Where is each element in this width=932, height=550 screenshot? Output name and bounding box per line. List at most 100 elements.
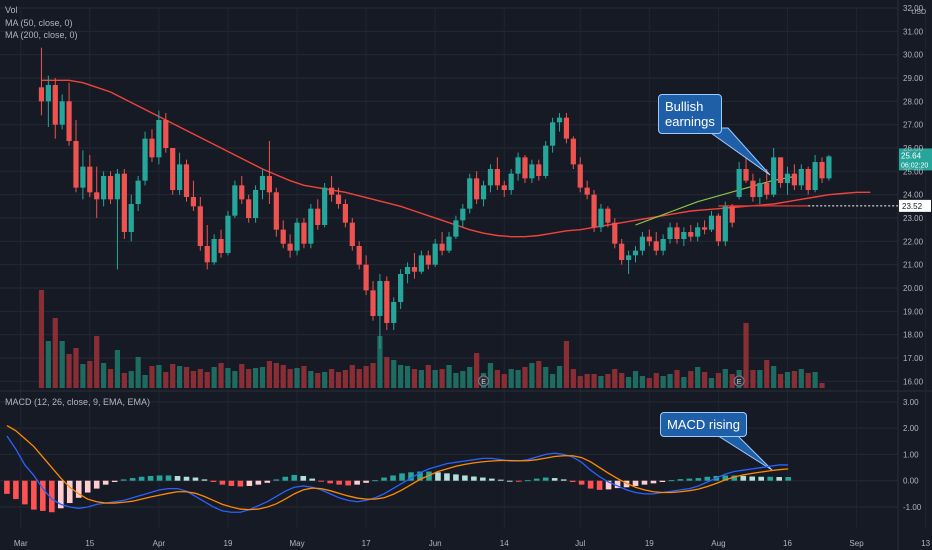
price-tick-label: 19.00 bbox=[903, 307, 924, 316]
volume-bar bbox=[391, 360, 397, 388]
macd-histogram-bar bbox=[93, 480, 100, 489]
candle-body bbox=[550, 122, 556, 146]
volume-bar bbox=[764, 360, 770, 388]
time-tick-label: Mar bbox=[14, 539, 28, 548]
volume-bar bbox=[377, 336, 383, 388]
macd-histogram-bar bbox=[614, 480, 621, 489]
volume-bar bbox=[322, 372, 328, 388]
volume-bar bbox=[425, 365, 431, 388]
macd-tick-label: -1.00 bbox=[903, 503, 922, 512]
candle-body bbox=[777, 157, 784, 183]
macd-histogram-bar bbox=[480, 477, 486, 481]
macd-histogram-bar bbox=[677, 479, 684, 481]
volume-bar bbox=[149, 366, 155, 388]
volume-bar bbox=[563, 341, 570, 388]
price-tick-label: 29.00 bbox=[903, 74, 924, 83]
volume-bar bbox=[418, 370, 424, 388]
candle-body bbox=[370, 290, 376, 316]
price-tick-label: 24.00 bbox=[903, 191, 924, 200]
volume-bar bbox=[805, 373, 811, 388]
macd-histogram-bar bbox=[444, 473, 450, 481]
candle-body bbox=[391, 302, 397, 323]
candle-body bbox=[784, 173, 791, 183]
macd-histogram-bar bbox=[363, 480, 369, 483]
time-tick-label: 15 bbox=[85, 539, 94, 548]
candle-body bbox=[508, 173, 514, 190]
volume-bar bbox=[142, 375, 148, 388]
candle-body bbox=[73, 141, 79, 188]
candle-body bbox=[273, 192, 279, 230]
macd-histogram-bar bbox=[524, 480, 531, 482]
macd-histogram-bar bbox=[57, 480, 64, 509]
volume-bar bbox=[411, 369, 418, 388]
candle-body bbox=[446, 236, 452, 251]
volume-bar bbox=[798, 369, 804, 388]
macd-histogram-bar bbox=[695, 478, 702, 481]
candle-body bbox=[536, 164, 542, 176]
volume-bar bbox=[439, 369, 445, 388]
macd-histogram-bar bbox=[318, 480, 325, 482]
candle-body bbox=[695, 227, 701, 237]
price-tick-label: 28.00 bbox=[903, 97, 924, 106]
candle-body bbox=[522, 157, 528, 179]
macd-histogram-bar bbox=[498, 479, 504, 481]
callout-line-2: earnings bbox=[665, 114, 715, 129]
macd-histogram-bar bbox=[237, 480, 244, 487]
candle-body bbox=[798, 169, 804, 186]
earnings-marker-label: E bbox=[481, 379, 486, 386]
macd-histogram-bar bbox=[246, 480, 253, 486]
earnings-marker[interactable] bbox=[478, 375, 490, 387]
macd-histogram-bar bbox=[471, 476, 477, 481]
candle-body bbox=[646, 236, 652, 242]
volume-bar bbox=[183, 367, 190, 388]
legend-vol: Vol bbox=[5, 5, 18, 15]
price-axis-unit: USD bbox=[911, 9, 926, 16]
earnings-marker-label: E bbox=[737, 379, 742, 386]
macd-histogram-bar bbox=[650, 480, 657, 484]
candle-body bbox=[764, 183, 770, 195]
volume-bar bbox=[432, 370, 438, 388]
volume-bar bbox=[529, 363, 535, 388]
macd-histogram-bar bbox=[587, 480, 594, 489]
volume-bar bbox=[812, 372, 818, 388]
earnings-marker[interactable] bbox=[733, 375, 745, 387]
macd-histogram-bar bbox=[300, 475, 307, 481]
candle-body bbox=[439, 243, 445, 251]
volume-bar bbox=[619, 373, 625, 388]
macd-histogram-bar bbox=[120, 479, 127, 481]
macd-histogram-bar bbox=[578, 480, 585, 485]
candle-body bbox=[598, 208, 604, 228]
volume-bar bbox=[771, 366, 777, 388]
macd-histogram-bar bbox=[632, 480, 639, 486]
macd-histogram-bar bbox=[659, 480, 666, 483]
volume-bar bbox=[252, 368, 259, 388]
candle-body bbox=[556, 117, 563, 123]
volume-bar bbox=[508, 369, 514, 388]
candle-body bbox=[163, 120, 169, 148]
volume-bar bbox=[135, 357, 141, 388]
macd-histogram-bar bbox=[183, 476, 190, 481]
candle-body bbox=[218, 239, 224, 253]
volume-bar bbox=[598, 376, 604, 388]
macd-histogram-bar bbox=[417, 471, 423, 481]
volume-bar bbox=[308, 371, 314, 388]
volume-bar bbox=[460, 371, 466, 388]
volume-bar bbox=[550, 374, 556, 388]
volume-bar bbox=[681, 377, 687, 388]
volume-bar bbox=[398, 365, 404, 388]
volume-bar bbox=[653, 373, 659, 388]
candle-body bbox=[183, 164, 190, 197]
candle-body bbox=[681, 232, 687, 239]
volume-bar bbox=[315, 373, 321, 388]
candle-body bbox=[722, 206, 728, 242]
volume-bar bbox=[156, 365, 162, 388]
volume-bar bbox=[474, 353, 480, 388]
macd-histogram-bar bbox=[686, 478, 693, 481]
macd-histogram-bar bbox=[758, 476, 765, 481]
macd-histogram-bar bbox=[489, 478, 495, 481]
candle-body bbox=[87, 166, 93, 193]
candle-body bbox=[322, 187, 328, 225]
bullish-earnings-callout: Bullish earnings bbox=[658, 94, 722, 134]
macd-histogram-bar bbox=[84, 480, 91, 493]
price-tick-label: 20.00 bbox=[903, 284, 924, 293]
